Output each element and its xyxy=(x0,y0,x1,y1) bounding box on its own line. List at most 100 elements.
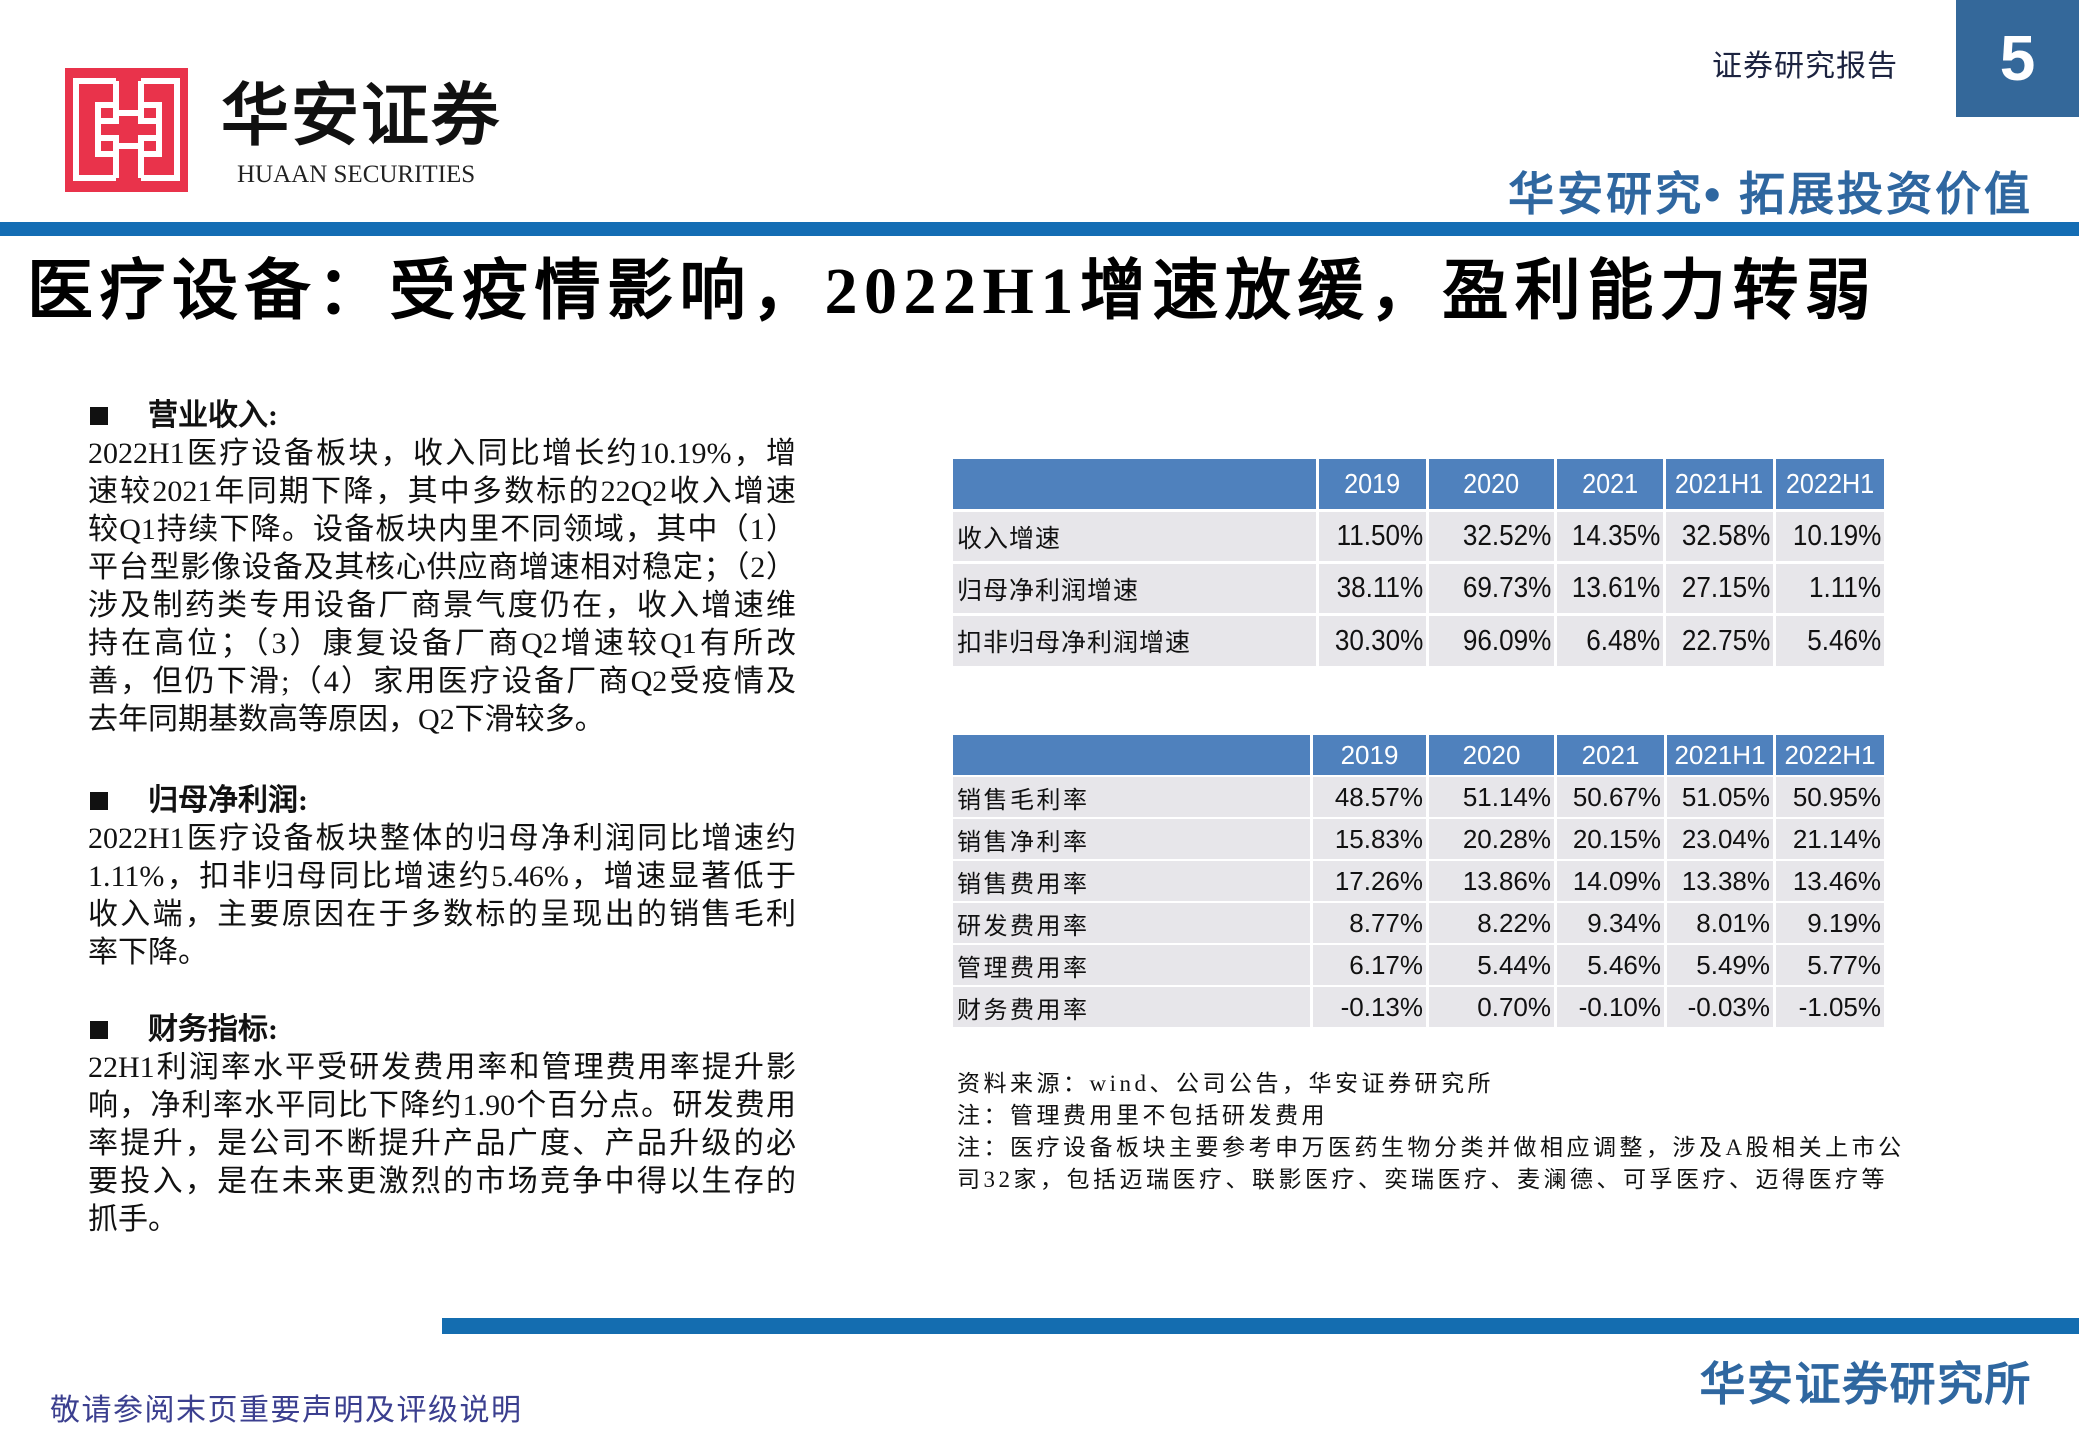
row-label: 管理费用率 xyxy=(953,945,1310,985)
table-cell: 15.83% xyxy=(1313,819,1426,859)
table-cell: 13.46% xyxy=(1776,861,1884,901)
cell-value: 32.52% xyxy=(1462,520,1551,552)
paragraph-line: 抓手。 xyxy=(88,1203,178,1236)
table-cell: 11.50% xyxy=(1319,512,1426,561)
table-cell: 30.30% xyxy=(1319,616,1426,666)
table-cell: 51.05% xyxy=(1667,777,1773,817)
table-cell: 50.67% xyxy=(1557,777,1664,817)
cell-value: 6.48% xyxy=(1585,624,1660,657)
column-label: 2019 xyxy=(1344,468,1401,499)
table-header-cell: 2022H1 xyxy=(1776,459,1884,509)
table-header-cell xyxy=(953,735,1310,775)
table-cell: 5.77% xyxy=(1776,945,1884,985)
brand-name-english: HUAAN SECURITIES xyxy=(237,161,476,188)
paragraph-line: 率下降。 xyxy=(88,936,208,969)
table-header-cell: 2020 xyxy=(1429,735,1554,775)
report-type-label: 证券研究报告 xyxy=(1712,50,1898,83)
footer-disclaimer: 敬请参阅末页重要声明及评级说明 xyxy=(50,1394,523,1427)
cell-value: 32.58% xyxy=(1681,520,1770,552)
table-cell: 48.57% xyxy=(1313,777,1426,817)
table-cell: 50.95% xyxy=(1776,777,1884,817)
square-bullet-icon xyxy=(90,792,108,810)
table-cell: 5.49% xyxy=(1667,945,1773,985)
header-slogan: 华安研究• 拓展投资价值 xyxy=(1508,168,2033,220)
page-title: 医疗设备：受疫情影响，2022H1增速放缓，盈利能力转弱 xyxy=(27,255,1878,328)
table-cell: 20.15% xyxy=(1557,819,1664,859)
column-label: 2022H1 xyxy=(1785,468,1875,499)
square-bullet-icon xyxy=(90,1021,108,1039)
table-cell: 27.15% xyxy=(1666,564,1773,613)
table-cell: 0.70% xyxy=(1429,987,1554,1027)
table-cell: -0.10% xyxy=(1557,987,1664,1027)
section-revenue: 营业收入: 2022H1医疗设备板块，收入同比增长约10.19%，增 速较202… xyxy=(88,397,796,739)
note-line: 司32家，包括迈瑞医疗、联影医疗、奕瑞医疗、麦澜德、可孚医疗、迈得医疗等 xyxy=(957,1167,1888,1192)
paragraph-line: 较Q1持续下降。设备板块内里不同领域，其中（1） xyxy=(88,513,796,546)
note-line: 注：医疗设备板块主要参考申万医药生物分类并做相应调整，涉及A股相关上市公 xyxy=(957,1135,1905,1160)
table-cell: 21.14% xyxy=(1776,819,1884,859)
cell-value: 38.11% xyxy=(1336,572,1423,604)
footer-institute-name: 华安证券研究所 xyxy=(1699,1358,2032,1410)
column-label: 2020 xyxy=(1463,468,1520,499)
table-header-cell: 2019 xyxy=(1313,735,1426,775)
paragraph-line: 收入端，主要原因在于多数标的呈现出的销售毛利 xyxy=(88,898,796,931)
table-cell: -0.13% xyxy=(1313,987,1426,1027)
table-cell: 51.14% xyxy=(1429,777,1554,817)
paragraph-line: 1.11%，扣非归母同比增速约5.46%，增速显著低于 xyxy=(88,860,796,893)
table-cell: -0.03% xyxy=(1667,987,1773,1027)
row-label: 销售毛利率 xyxy=(953,777,1310,817)
column-label: 2021H1 xyxy=(1675,468,1764,499)
table-cell: 8.22% xyxy=(1429,903,1554,943)
table-header-cell: 2021H1 xyxy=(1667,735,1773,775)
cell-value: 22.75% xyxy=(1681,624,1770,657)
cell-value: 96.09% xyxy=(1462,624,1551,657)
cell-value: 13.61% xyxy=(1571,572,1660,604)
table-cell: 9.34% xyxy=(1557,903,1664,943)
source-notes: 资料来源：wind、公司公告，华安证券研究所 注：管理费用里不包括研发费用 注：… xyxy=(957,1068,1905,1196)
table-cell: 22.75% xyxy=(1666,616,1773,666)
paragraph-line: 22H1利润率水平受研发费用率和管理费用率提升影 xyxy=(88,1051,796,1084)
table-cell: 13.86% xyxy=(1429,861,1554,901)
footer-divider-bar xyxy=(442,1318,2079,1334)
table-header-cell xyxy=(953,459,1316,509)
table-cell: 38.11% xyxy=(1319,564,1426,613)
section-heading: 营业收入: xyxy=(88,397,796,435)
table-header-cell: 2021H1 xyxy=(1666,459,1773,509)
table-cell: 5.46% xyxy=(1776,616,1884,666)
paragraph-line: 去年同期基数高等原因，Q2下滑较多。 xyxy=(88,703,605,736)
table-header-cell: 2020 xyxy=(1429,459,1554,509)
table-cell: 13.61% xyxy=(1557,564,1663,613)
cell-value: 11.50% xyxy=(1336,520,1423,552)
section-heading-text: 归母净利润: xyxy=(148,784,308,817)
table-cell: 10.19% xyxy=(1776,512,1884,561)
table-cell: 13.38% xyxy=(1667,861,1773,901)
row-label: 收入增速 xyxy=(953,512,1316,561)
paragraph-line: 速较2021年同期下降，其中多数标的22Q2收入增速 xyxy=(88,475,796,508)
table-header-cell: 2022H1 xyxy=(1776,735,1884,775)
page-number: 5 xyxy=(1956,0,2079,117)
table-cell: 20.28% xyxy=(1429,819,1554,859)
paragraph-line: 2022H1医疗设备板块整体的归母净利润同比增速约 xyxy=(88,822,796,855)
table-cell: 8.77% xyxy=(1313,903,1426,943)
growth-table: 2019 2020 2021 2021H1 2022H1 收入增速 11.50%… xyxy=(953,459,1884,666)
section-net-profit: 归母净利润: 2022H1医疗设备板块整体的归母净利润同比增速约 1.11%，扣… xyxy=(88,782,796,972)
table-header-cell: 2021 xyxy=(1557,459,1663,509)
table-cell: 8.01% xyxy=(1667,903,1773,943)
paragraph-line: 善，但仍下滑;（4）家用医疗设备厂商Q2受疫情及 xyxy=(88,665,796,698)
table-header-cell: 2019 xyxy=(1319,459,1426,509)
table-cell: 6.17% xyxy=(1313,945,1426,985)
table-cell: 32.52% xyxy=(1429,512,1554,561)
row-label: 扣非归母净利润增速 xyxy=(953,616,1316,666)
row-label: 销售费用率 xyxy=(953,861,1310,901)
square-bullet-icon xyxy=(90,407,108,425)
paragraph-line: 率提升，是公司不断提升产品广度、产品升级的必 xyxy=(88,1127,796,1160)
table-cell: 32.58% xyxy=(1666,512,1773,561)
header-divider-bar xyxy=(0,222,2079,236)
table-cell: -1.05% xyxy=(1776,987,1884,1027)
table-header-cell: 2021 xyxy=(1557,735,1664,775)
logo-knot-pattern-icon xyxy=(73,78,180,181)
section-heading: 归母净利润: xyxy=(88,782,796,820)
table-cell: 17.26% xyxy=(1313,861,1426,901)
table-cell: 69.73% xyxy=(1429,564,1554,613)
paragraph-line: 涉及制药类专用设备厂商景气度仍在，收入增速维 xyxy=(88,589,796,622)
paragraph-line: 响，净利率水平同比下降约1.90个百分点。研发费用 xyxy=(88,1089,796,1122)
